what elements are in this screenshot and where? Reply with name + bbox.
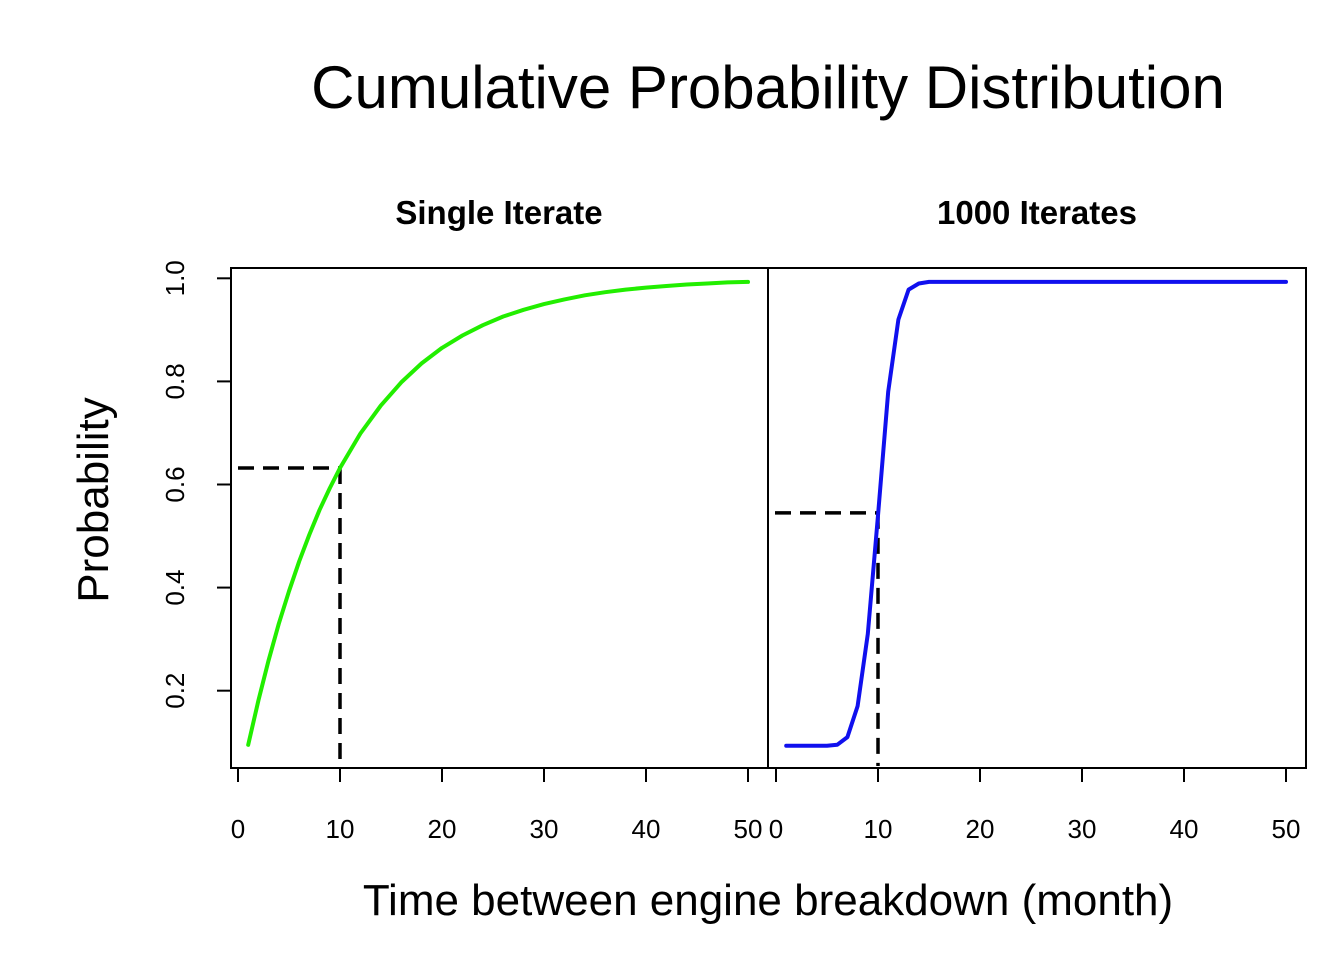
x-axis-1000-iterates: 0 10 20 30 40 50 <box>769 768 1301 844</box>
series-line-single-iterate-0 <box>246 279 750 747</box>
series-1000-iterates <box>784 279 1288 748</box>
x-tick-label-single-iterate-1: 10 <box>326 814 355 844</box>
panel-single-iterate: Single Iterate 0 10 20 30 40 50 0.2 0.4 0.6 0.8 1… <box>160 194 769 844</box>
y-tick-label-2: 0.6 <box>160 466 190 502</box>
y-tick-label-1: 0.4 <box>160 570 190 606</box>
y-tick-label-3: 0.8 <box>160 363 190 399</box>
x-axis-single-iterate: 0 10 20 30 40 50 <box>231 768 763 844</box>
plot-frame-single-iterate <box>230 267 769 769</box>
x-tick-label-1000-iterates-1: 10 <box>864 814 893 844</box>
y-tick-label-0: 0.2 <box>160 673 190 709</box>
panel-title-1000-iterates: 1000 Iterates <box>937 194 1137 231</box>
plot-frame-1000-iterates <box>767 267 1307 769</box>
x-tick-label-1000-iterates-0: 0 <box>769 814 783 844</box>
y-axis-single-iterate: 0.2 0.4 0.6 0.8 1.0 <box>160 260 231 709</box>
y-tick-label-4: 1.0 <box>160 260 190 296</box>
chart-main-title: Cumulative Probability Distribution <box>311 54 1225 121</box>
x-tick-label-1000-iterates-4: 40 <box>1170 814 1199 844</box>
reference-lines-1000-iterates <box>775 511 880 766</box>
x-tick-label-single-iterate-3: 30 <box>530 814 559 844</box>
x-tick-label-single-iterate-5: 50 <box>734 814 763 844</box>
x-tick-label-1000-iterates-3: 30 <box>1068 814 1097 844</box>
x-tick-label-1000-iterates-5: 50 <box>1272 814 1301 844</box>
panel-title-single-iterate: Single Iterate <box>395 194 602 231</box>
x-tick-label-1000-iterates-2: 20 <box>966 814 995 844</box>
series-line-1000-iterates-0 <box>784 279 1288 748</box>
series-single-iterate <box>246 279 750 747</box>
x-tick-label-single-iterate-4: 40 <box>632 814 661 844</box>
y-axis-label: Probability <box>69 397 118 602</box>
x-axis-label: Time between engine breakdown (month) <box>363 876 1173 925</box>
x-tick-label-single-iterate-0: 0 <box>231 814 245 844</box>
panel-1000-iterates: 1000 Iterates 0 10 20 30 40 50 <box>767 194 1307 844</box>
x-tick-label-single-iterate-2: 20 <box>428 814 457 844</box>
reference-lines-single-iterate <box>238 466 342 766</box>
